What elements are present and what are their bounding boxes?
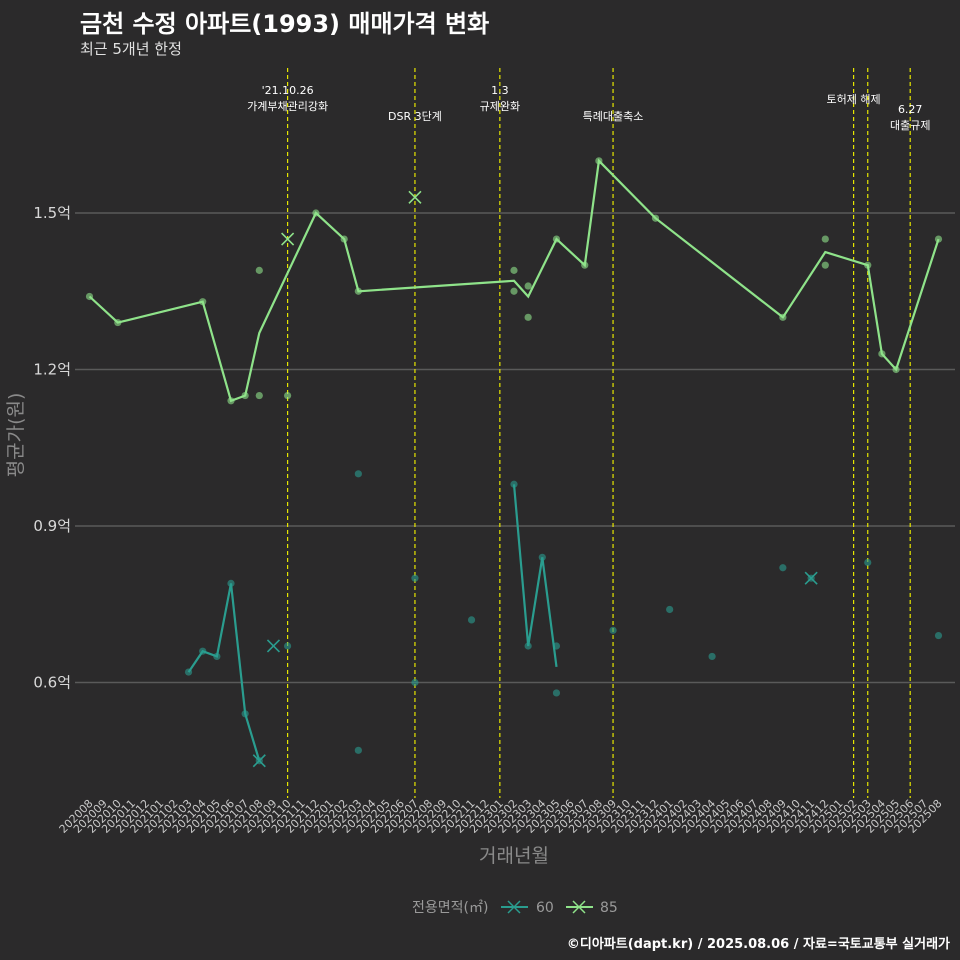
data-point	[708, 652, 716, 661]
event-label: 특례대출축소	[583, 110, 644, 123]
data-point	[199, 647, 207, 655]
event-label: 6.27 대출규제	[890, 103, 930, 132]
data-point	[581, 261, 589, 269]
data-point	[227, 397, 235, 405]
cross-marker	[281, 232, 295, 246]
data-point	[538, 553, 546, 561]
data-point	[934, 235, 943, 243]
legend-label-85: 85	[600, 900, 618, 916]
data-point	[524, 642, 532, 650]
data-point	[595, 157, 603, 165]
y-tick-labels: 0.6억 0.9억 1.2억 1.5억	[33, 204, 71, 692]
data-point	[552, 235, 561, 243]
data-point	[354, 287, 362, 295]
y-axis-label: 평균가(원)	[5, 393, 27, 478]
data-point	[779, 564, 787, 572]
data-point	[467, 616, 476, 624]
data-point	[892, 365, 900, 374]
data-point	[199, 298, 207, 306]
data-point	[821, 261, 829, 269]
event-label: 토허제 해제	[827, 92, 881, 106]
series-85	[85, 157, 943, 405]
data-point	[411, 574, 419, 582]
legend: 전용면적(㎡) 60 85	[412, 900, 618, 916]
series-85-line	[88, 158, 940, 403]
data-point	[524, 282, 532, 290]
data-point	[524, 313, 532, 321]
data-point	[552, 689, 561, 697]
data-point	[411, 678, 419, 687]
legend-entry-85: 85	[566, 900, 618, 916]
data-point	[184, 668, 193, 676]
data-point	[255, 391, 263, 400]
data-point	[284, 391, 292, 400]
y-tick-label: 1.5억	[33, 204, 71, 222]
data-point	[354, 470, 362, 478]
series-60-line	[187, 583, 261, 762]
cross-marker	[408, 190, 422, 204]
data-point	[934, 631, 943, 640]
data-point	[312, 209, 320, 217]
legend-label-60: 60	[536, 900, 554, 916]
chart-title: 금천 수정 아파트(1993) 매매가격 변화	[80, 10, 490, 38]
event-label: 1.3 규제완화	[480, 84, 520, 113]
event-label: '21.10.26 가계부채관리강화	[247, 84, 328, 113]
data-point	[821, 235, 829, 243]
data-point	[609, 626, 617, 634]
data-point	[85, 292, 94, 301]
data-point	[510, 480, 518, 488]
data-point	[114, 318, 122, 327]
data-point	[227, 579, 235, 587]
data-point	[666, 605, 674, 614]
source-caption: ©디아파트(dapt.kr) / 2025.08.06 / 자료=국토교통부 실…	[566, 937, 950, 952]
data-point	[552, 642, 561, 650]
y-tick-label: 1.2억	[33, 361, 71, 379]
y-tick-label: 0.9억	[33, 517, 71, 535]
data-point	[864, 558, 872, 567]
chart-subtitle: 최근 5개년 한정	[80, 40, 182, 58]
data-point	[213, 652, 221, 661]
legend-entry-60: 60	[501, 900, 554, 916]
data-point	[878, 350, 886, 358]
data-point	[864, 261, 872, 269]
data-point	[779, 313, 787, 321]
x-tick-labels: 2020082020092020102020112020122021012021…	[57, 797, 945, 836]
series-60-line	[512, 484, 558, 668]
data-point	[284, 642, 292, 650]
legend-title: 전용면적(㎡)	[412, 900, 488, 916]
data-point	[510, 266, 518, 274]
data-point	[510, 287, 518, 295]
data-point	[340, 235, 348, 243]
cross-marker	[266, 639, 281, 653]
cross-marker	[804, 571, 818, 585]
x-axis-label: 거래년월	[479, 845, 549, 867]
data-point	[354, 746, 362, 754]
event-label: DSR 3단계	[388, 110, 442, 123]
data-point	[255, 266, 263, 274]
data-point	[241, 391, 249, 400]
cross-marker	[252, 754, 266, 768]
series-60	[184, 470, 943, 768]
data-point	[651, 214, 660, 222]
y-tick-label: 0.6억	[33, 674, 71, 692]
data-point	[241, 710, 249, 718]
